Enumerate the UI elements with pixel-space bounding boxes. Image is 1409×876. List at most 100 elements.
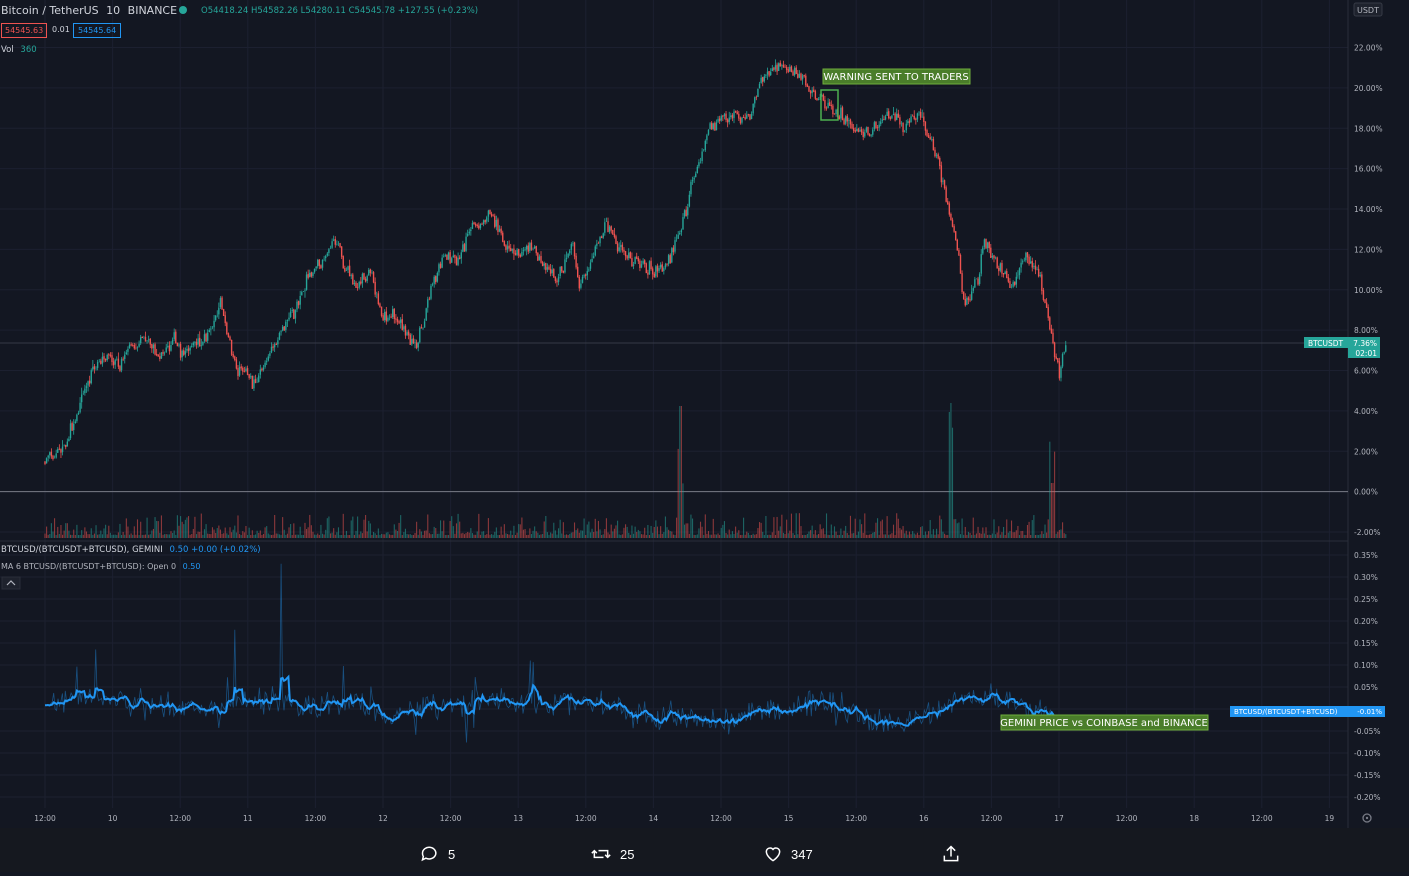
- y-tick-label: -0.05%: [1354, 727, 1381, 736]
- x-tick-label: 12:00: [1251, 814, 1273, 823]
- x-tick-label: 18: [1189, 814, 1199, 823]
- y-tick-label: 0.20%: [1354, 617, 1378, 626]
- market-status-icon[interactable]: [179, 6, 187, 14]
- y-tick-label: 6.00%: [1354, 367, 1378, 376]
- y-tick-label: 14.00%: [1354, 205, 1383, 214]
- y-tick-label: 22.00%: [1354, 44, 1383, 53]
- warning-label-box[interactable]: [822, 68, 971, 85]
- heart-icon: [765, 847, 781, 862]
- y-tick-label: 0.15%: [1354, 639, 1378, 648]
- countdown-box: [1348, 348, 1380, 358]
- volume-bars: [44, 403, 1067, 538]
- ratio-tag-label: BTCUSD/(BTCUSDT+BTCUSD): [1234, 708, 1338, 716]
- symbol-title[interactable]: Bitcoin / TetherUS 10 BINANCE: [1, 4, 177, 17]
- tweet-action-bar: [0, 828, 1409, 872]
- x-tick-label: 11: [243, 814, 253, 823]
- countdown-label: 02:01: [1355, 349, 1377, 358]
- y-tick-label: 20.00%: [1354, 84, 1383, 93]
- warning-label: WARNING SENT TO TRADERS: [823, 72, 968, 83]
- y-tick-label: 18.00%: [1354, 124, 1383, 133]
- x-axis: 12:00 10 12:00 11 12:00 12 12:00 13 12:00 14 12:00…: [34, 814, 1334, 823]
- y-tick-label: 0.30%: [1354, 573, 1378, 582]
- currency-label: USDT: [1357, 6, 1379, 15]
- y-tick-label: 8.00%: [1354, 326, 1378, 335]
- x-tick-label: 12:00: [710, 814, 732, 823]
- ratio-legend[interactable]: BTCUSD/(BTCUSDT+BTCUSD), GEMINI 0.50 +0.…: [1, 545, 261, 555]
- x-tick-label: 12:00: [575, 814, 597, 823]
- y-tick-label: 0.25%: [1354, 595, 1378, 604]
- gemini-label: GEMINI PRICE vs COINBASE and BINANCE: [1000, 718, 1208, 729]
- volume-label: Vol: [1, 45, 14, 55]
- y-tick-label: 0.00%: [1354, 488, 1378, 497]
- y-tick-label: 0.10%: [1354, 661, 1378, 670]
- y-tick-label: -0.15%: [1354, 771, 1381, 780]
- sell-price[interactable]: 54545.63: [1, 23, 48, 38]
- retweet-icon: [591, 849, 611, 859]
- x-tick-label: 12:00: [1116, 814, 1138, 823]
- ma-title: MA 6 BTCUSD/(BTCUSDT+BTCUSD): Open 0: [1, 562, 177, 571]
- reply-icon: [421, 846, 437, 862]
- share-button[interactable]: [941, 844, 961, 864]
- ratio-ma-line: [44, 674, 1060, 727]
- price-tag-box: [1304, 337, 1380, 348]
- y-tick-label: -0.20%: [1354, 793, 1381, 802]
- ratio-values: 0.50 +0.00 (+0.02%): [169, 545, 261, 555]
- share-icon: [943, 845, 959, 862]
- y-tick-label: 4.00%: [1354, 407, 1378, 416]
- ratio-tag-box: [1230, 706, 1385, 717]
- y-tick-label: 10.00%: [1354, 286, 1383, 295]
- y-tick-label: 16.00%: [1354, 165, 1383, 174]
- exchange: BINANCE: [127, 4, 178, 17]
- collapse-button[interactable]: [1, 576, 21, 590]
- volume-legend[interactable]: Vol 360: [1, 45, 37, 55]
- y-tick-label: 0.35%: [1354, 551, 1378, 560]
- volume-value: 360: [20, 45, 37, 55]
- y-tick-label: -0.10%: [1354, 749, 1381, 758]
- y-tick-label: 12.00%: [1354, 245, 1383, 254]
- gemini-label-box[interactable]: [1000, 714, 1209, 731]
- x-tick-label: 13: [513, 814, 523, 823]
- x-tick-label: 17: [1054, 814, 1064, 823]
- price-tag-value: 7.36%: [1353, 339, 1377, 348]
- reply-count: 5: [448, 846, 456, 862]
- x-tick-label: 14: [649, 814, 659, 823]
- currency-button[interactable]: [1353, 2, 1383, 17]
- y-tick-label: 0.05%: [1354, 683, 1378, 692]
- ma-value: 0.50: [182, 562, 201, 571]
- y-tick-label: -2.00%: [1354, 528, 1381, 537]
- like-button[interactable]: 347: [763, 844, 813, 864]
- ratio-tag-value: -0.01%: [1357, 708, 1382, 716]
- x-tick-label: 12:00: [845, 814, 867, 823]
- like-count: 347: [791, 846, 813, 862]
- gear-icon[interactable]: [1362, 813, 1372, 823]
- ohlc-values: O54418.24 H54582.26 L54280.11 C54545.78 …: [201, 6, 479, 16]
- x-tick-label: 12:00: [981, 814, 1003, 823]
- x-tick-label: 12:00: [34, 814, 56, 823]
- interval: 10: [106, 4, 121, 17]
- buy-price[interactable]: 54545.64: [73, 23, 122, 38]
- retweet-button[interactable]: 25: [590, 844, 634, 864]
- ratio-title: BTCUSD/(BTCUSDT+BTCUSD), GEMINI: [1, 545, 163, 555]
- x-tick-label: 10: [108, 814, 118, 823]
- warning-highlight-box[interactable]: [820, 89, 839, 121]
- symbol-name: Bitcoin / TetherUS: [1, 4, 99, 17]
- reply-button[interactable]: 5: [420, 844, 455, 864]
- y-tick-label: 2.00%: [1354, 447, 1378, 456]
- x-tick-label: 12:00: [305, 814, 327, 823]
- price-tag-label: BTCUSDT: [1308, 339, 1344, 348]
- retweet-count: 25: [620, 846, 635, 862]
- x-tick-label: 12:00: [169, 814, 191, 823]
- ma-legend[interactable]: MA 6 BTCUSD/(BTCUSDT+BTCUSD): Open 0 0.5…: [1, 562, 200, 571]
- chevron-up-icon: [6, 580, 16, 586]
- x-tick-label: 16: [919, 814, 929, 823]
- x-tick-label: 19: [1325, 814, 1335, 823]
- x-tick-label: 15: [784, 814, 794, 823]
- upper-y-axis: 22.00% 20.00% 18.00% 16.00% 14.00% 12.00% 10.0…: [1354, 44, 1383, 538]
- x-tick-label: 12:00: [440, 814, 462, 823]
- price-candles: [44, 59, 1067, 466]
- spread-value: 0.01: [52, 25, 70, 34]
- x-tick-label: 12: [378, 814, 388, 823]
